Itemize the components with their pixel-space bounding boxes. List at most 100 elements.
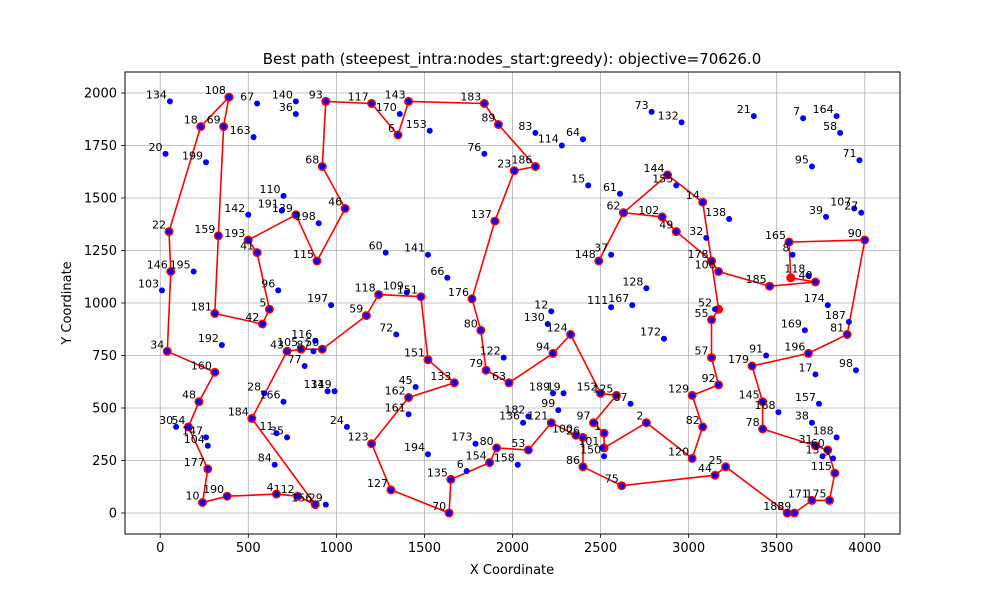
node-label: 69 [207, 114, 221, 127]
node-point [218, 342, 225, 348]
x-tick-label: 2500 [584, 541, 617, 556]
node-label: 84 [258, 452, 272, 465]
node-point [324, 388, 331, 395]
node-point [328, 302, 335, 309]
node-label: 68 [305, 154, 319, 167]
node-point [280, 398, 287, 405]
node-point [292, 111, 299, 117]
node-point [858, 209, 865, 216]
node-point [601, 453, 608, 460]
x-tick-label: 0 [156, 541, 164, 556]
node-label: 159 [194, 223, 215, 236]
node-point [162, 150, 169, 157]
node-label: 158 [494, 452, 515, 465]
node-point [292, 211, 299, 218]
node-label: 195 [170, 259, 191, 272]
node-point [660, 335, 667, 342]
node-point [620, 209, 627, 216]
node-point [405, 394, 412, 401]
node-label: 184 [228, 406, 249, 419]
node-point [812, 371, 819, 378]
node-point [315, 220, 322, 227]
node-label: 103 [138, 277, 159, 290]
node-label: 8 [783, 242, 790, 255]
node-label: 44 [698, 462, 712, 475]
node-point [826, 497, 833, 504]
node-label: 41 [240, 240, 254, 253]
node-label: 76 [467, 141, 481, 154]
node-point [520, 419, 527, 426]
node-label: 110 [260, 183, 281, 196]
node-point [195, 398, 202, 405]
node-point [595, 258, 602, 264]
node-label: 27 [844, 200, 858, 213]
node-point [395, 132, 402, 138]
node-point [689, 392, 696, 399]
node-label: 182 [504, 403, 525, 416]
node-point [204, 442, 211, 449]
node-label: 23 [497, 158, 511, 171]
node-label: 45 [399, 374, 413, 387]
node-label: 49 [659, 219, 673, 232]
node-point [558, 142, 565, 149]
node-point [613, 392, 620, 399]
node-label: 43 [270, 338, 284, 351]
node-point [481, 150, 488, 157]
node-label: 1 [594, 420, 601, 433]
node-point [259, 321, 266, 327]
node-point [833, 113, 840, 120]
node-point [831, 470, 838, 477]
node-point [284, 348, 291, 355]
node-point [830, 455, 837, 462]
x-tick-label: 3500 [760, 541, 793, 556]
node-point [405, 98, 412, 105]
node-point [548, 308, 555, 315]
node-label: 163 [230, 124, 251, 137]
node-label: 36 [279, 101, 293, 114]
x-tick-label: 3000 [672, 541, 705, 556]
node-point [844, 331, 851, 338]
node-point [715, 268, 722, 275]
node-point [824, 447, 831, 453]
node-label: 107 [830, 196, 851, 209]
node-point [294, 493, 301, 500]
node-label: 60 [369, 240, 383, 253]
node-label: 168 [754, 399, 775, 412]
node-label: 62 [606, 200, 620, 213]
node-point [555, 407, 562, 414]
node-point [495, 121, 502, 128]
node-point [550, 390, 557, 397]
node-point [164, 348, 171, 355]
node-label: 181 [191, 301, 212, 314]
node-point [491, 218, 498, 225]
node-label: 194 [404, 441, 425, 454]
node-point [572, 432, 579, 439]
node-label: 87 [296, 338, 310, 351]
node-point [424, 451, 431, 458]
node-point [417, 293, 424, 300]
node-point [616, 190, 623, 197]
node-label: 173 [452, 431, 473, 444]
node-point [203, 159, 210, 166]
node-point [319, 346, 326, 353]
node-label: 54 [171, 414, 185, 427]
node-point [197, 123, 204, 130]
y-tick-label: 1750 [84, 139, 117, 154]
node-point [173, 423, 180, 430]
node-point [845, 318, 852, 325]
node-point [158, 287, 165, 294]
node-point [861, 237, 868, 243]
node-label: 60 [811, 437, 825, 450]
node-point [579, 434, 586, 441]
node-point [703, 234, 710, 241]
node-label: 154 [466, 450, 487, 463]
node-label: 164 [813, 103, 834, 116]
node-label: 146 [147, 259, 168, 272]
node-point [812, 442, 819, 449]
node-point [599, 444, 606, 451]
x-axis-label: X Coordinate [470, 563, 554, 578]
node-point [396, 111, 403, 117]
node-point [722, 463, 729, 470]
node-point [273, 430, 280, 437]
